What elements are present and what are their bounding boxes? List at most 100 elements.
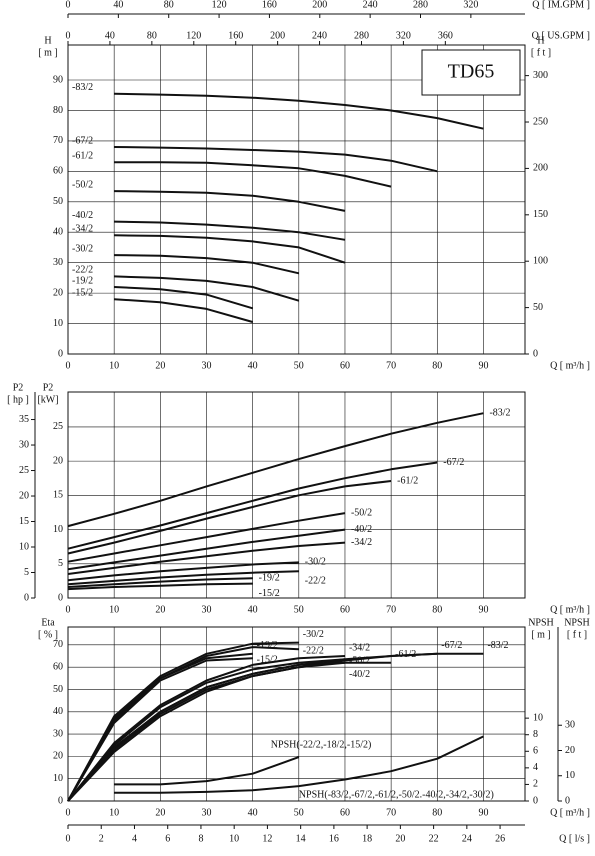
x2-tick-label: 16 — [329, 833, 339, 844]
curve-label: -30/2 — [72, 243, 93, 254]
curve — [67, 577, 253, 588]
x2-tick-label: 200 — [270, 30, 285, 41]
y2-tick-label: 6 — [533, 746, 538, 757]
y-tick-label: 10 — [53, 773, 63, 784]
curve-label: -83/2 — [487, 640, 508, 651]
curve-label: -19/2 — [257, 640, 278, 651]
y2-tick-label: 15 — [19, 516, 29, 527]
x-tick-label: 40 — [248, 604, 258, 615]
x-tick-label: 10 — [109, 807, 119, 818]
curve-label: -19/2 — [259, 572, 280, 583]
curve — [67, 661, 392, 802]
x2-tick-label: 8 — [198, 833, 203, 844]
y2-axis-unit: [ f t ] — [531, 47, 551, 58]
curve — [67, 541, 346, 575]
x2-tick-label: 160 — [228, 30, 243, 41]
x-tick-label: 30 — [201, 807, 211, 818]
curve — [67, 561, 299, 582]
y-tick-label: 20 — [53, 751, 63, 762]
curve — [67, 655, 346, 802]
curve — [67, 512, 346, 563]
y2-tick-label: 300 — [533, 70, 548, 81]
x-axis-label: Q [ m³/h ] — [550, 604, 590, 615]
curve — [67, 658, 346, 802]
curve — [114, 161, 392, 188]
y2-tick-label: 10 — [19, 541, 29, 552]
y2-tick-label: 10 — [533, 712, 543, 723]
y-tick-label: 20 — [53, 455, 63, 466]
x2-tick-label: 20 — [395, 833, 405, 844]
y-tick-label: 10 — [53, 524, 63, 535]
y-tick-label: 70 — [53, 639, 63, 650]
curve — [67, 582, 253, 591]
x-tick-label: 80 — [432, 604, 442, 615]
y2-tick-label: 35 — [19, 414, 29, 425]
y-axis-label: P2 — [43, 382, 54, 393]
x3-tick-label: 280 — [413, 0, 428, 10]
y-tick-label: 40 — [53, 706, 63, 717]
curve-label: -50/2 — [351, 507, 372, 518]
x-tick-label: 70 — [386, 360, 396, 371]
y-tick-label: 0 — [58, 592, 63, 603]
x2-tick-label: 120 — [186, 30, 201, 41]
x2-axis-label: Q [ US.GPM ] — [532, 30, 590, 41]
curve-label: -15/2 — [72, 287, 93, 298]
curve-label: -30/2 — [305, 557, 326, 568]
chart-title: TD65 — [448, 61, 495, 83]
curve-label: -67/2 — [443, 457, 464, 468]
y-tick-label: 5 — [58, 558, 63, 569]
x2-tick-label: 2 — [99, 833, 104, 844]
x2-tick-label: 24 — [462, 833, 472, 844]
curve-label: -67/2 — [441, 640, 462, 651]
x-axis-label: Q [ m³/h ] — [550, 807, 590, 818]
curve-label: -61/2 — [397, 475, 418, 486]
y3-axis-label: NPSH — [564, 617, 590, 628]
curve-label: -34/2 — [349, 642, 370, 653]
x-tick-label: 30 — [201, 604, 211, 615]
y2-tick-label: 4 — [533, 762, 538, 773]
y2-axis-unit: [ m ] — [531, 629, 550, 640]
y-axis-unit: [kW] — [37, 394, 58, 405]
y2-axis-label: NPSH — [528, 617, 554, 628]
x3-tick-label: 80 — [164, 0, 174, 10]
curve — [114, 92, 484, 130]
y-tick-label: 15 — [53, 490, 63, 501]
y2-tick-label: 200 — [533, 163, 548, 174]
x-tick-label: 20 — [155, 807, 165, 818]
x2-tick-label: 280 — [354, 30, 369, 41]
x2-tick-label: 6 — [165, 833, 170, 844]
curve — [114, 254, 300, 275]
x3-tick-label: 120 — [212, 0, 227, 10]
npsh-label: NPSH(-83/2,-67/2,-61/2,-50/2.-40/2,-34/2… — [299, 789, 494, 800]
curve-label: -19/2 — [72, 275, 93, 286]
x2-tick-label: 22 — [429, 833, 439, 844]
y-tick-label: 60 — [53, 166, 63, 177]
y-tick-label: 20 — [53, 287, 63, 298]
x-tick-label: 20 — [155, 604, 165, 615]
x3-tick-label: 320 — [463, 0, 478, 10]
curve — [114, 286, 253, 310]
x2-tick-label: 14 — [296, 833, 306, 844]
y-tick-label: 50 — [53, 196, 63, 207]
x3-tick-label: 0 — [66, 0, 71, 10]
x-tick-label: 10 — [109, 604, 119, 615]
curve-label: -83/2 — [72, 82, 93, 93]
x3-tick-label: 160 — [262, 0, 277, 10]
x-tick-label: 60 — [340, 807, 350, 818]
y-tick-label: 30 — [53, 257, 63, 268]
y-tick-label: 70 — [53, 135, 63, 146]
curve — [67, 652, 484, 802]
x2-tick-label: 360 — [438, 30, 453, 41]
curve-label: -15/2 — [259, 588, 280, 599]
curve — [114, 735, 484, 794]
x2-tick-label: 26 — [495, 833, 505, 844]
curve-label: -30/2 — [303, 629, 324, 640]
y-tick-label: 50 — [53, 684, 63, 695]
x2-tick-label: 18 — [362, 833, 372, 844]
y-tick-label: 40 — [53, 227, 63, 238]
curve — [114, 146, 438, 173]
curve — [114, 275, 300, 302]
y2-tick-label: 250 — [533, 116, 548, 127]
y2-axis-label: H — [537, 35, 544, 46]
